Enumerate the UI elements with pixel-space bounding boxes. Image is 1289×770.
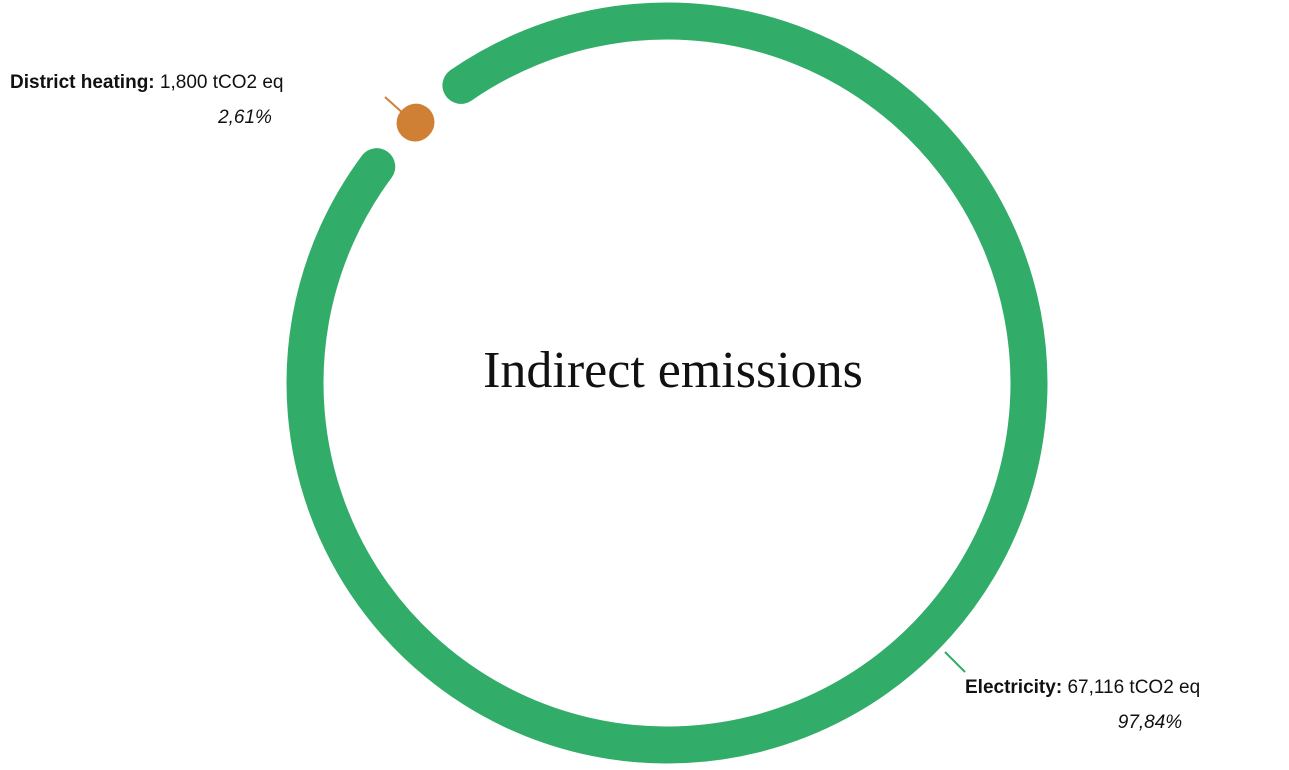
leader-line <box>384 96 406 116</box>
value-label: 67,116 tCO2 eq <box>1067 677 1200 698</box>
category-label: Electricity: <box>965 677 1062 698</box>
percent-label: 2,61% <box>217 107 272 128</box>
percent-label: 97,84% <box>1118 712 1183 733</box>
slice-label: Electricity: 67,116 tCO2 eq <box>965 677 1200 698</box>
category-label: District heating: <box>10 72 155 93</box>
value-label: 1,800 tCO2 eq <box>160 72 284 93</box>
slice-label: District heating: 1,800 tCO2 eq <box>10 72 284 93</box>
leader-line <box>944 651 966 673</box>
chart-title: Indirect emissions <box>483 342 863 399</box>
donut-segment <box>286 2 1048 764</box>
donut-segment <box>396 103 435 142</box>
